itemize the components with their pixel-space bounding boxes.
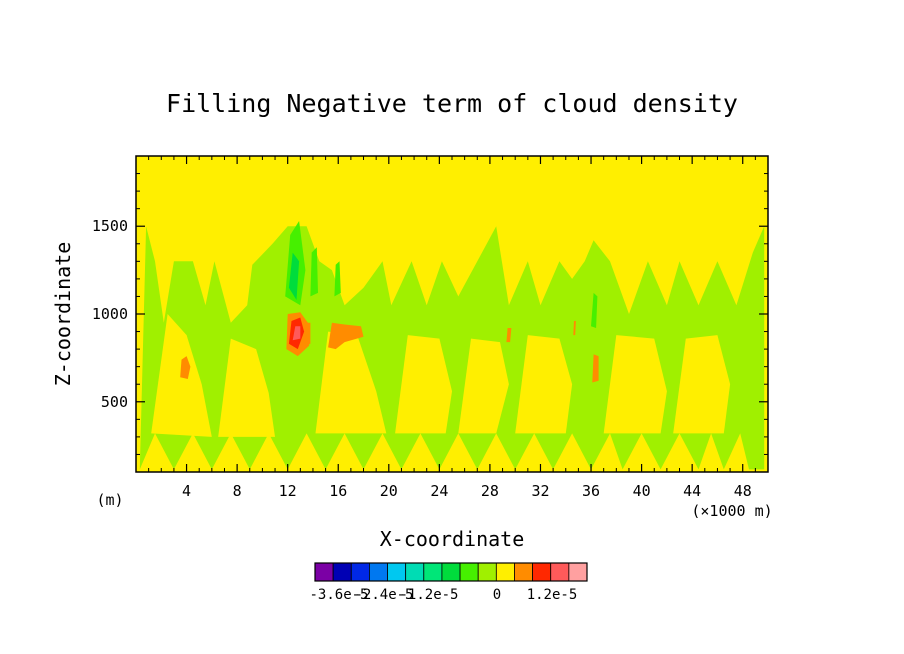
colorbar-swatch: [314, 562, 334, 582]
contour-region-19: [180, 356, 191, 379]
contour-region-18: [328, 322, 364, 350]
colorbar-swatch: [441, 562, 461, 582]
colorbar: -3.6e-5-2.4e-5-1.2e-5 0 1.2e-5: [309, 562, 588, 603]
x-tick-label: 24: [430, 482, 448, 500]
contour-region-10: [288, 252, 300, 300]
contour-region-12: [334, 261, 341, 297]
contour-region-11: [310, 247, 318, 297]
contour-region-6: [515, 335, 573, 434]
colorbar-label: 1.2e-5: [527, 587, 578, 603]
x-tick-label: 32: [531, 482, 549, 500]
x-unit-right: (×1000 m): [691, 502, 772, 520]
x-tick-label: 28: [481, 482, 499, 500]
contour-region-7: [603, 335, 667, 434]
colorbar-swatch: [332, 562, 352, 582]
x-tick-label: 40: [633, 482, 651, 500]
contour-region-13: [591, 292, 598, 328]
colorbar-label: -2.4e-5: [354, 587, 413, 603]
colorbar-label: -1.2e-5: [399, 587, 458, 603]
colorbar-swatch: [495, 562, 515, 582]
x-tick-label: 48: [734, 482, 752, 500]
colorbar-swatch: [350, 562, 370, 582]
colorbar-label: 0: [493, 587, 501, 603]
x-tick-label: 8: [233, 482, 242, 500]
contour-region-2: [218, 338, 275, 437]
contour-region-22: [573, 321, 576, 336]
contour-region-16: [292, 326, 301, 341]
contour-region-8: [673, 335, 731, 434]
x-tick-label: 20: [380, 482, 398, 500]
contour-region-3: [315, 331, 387, 434]
colorbar-swatch: [568, 562, 588, 582]
x-tick-label: 44: [683, 482, 701, 500]
y-tick-label: 500: [101, 393, 128, 411]
contour-region-20: [592, 354, 599, 383]
colorbar-label: -3.6e-5: [309, 587, 368, 603]
colorbar-swatch: [514, 562, 534, 582]
colorbar-swatch: [459, 562, 479, 582]
colorbar-swatch: [405, 562, 425, 582]
contour-region-17: [304, 322, 311, 346]
x-unit-left: (m): [96, 491, 123, 509]
x-tick-label: 36: [582, 482, 600, 500]
x-tick-label: 12: [279, 482, 297, 500]
x-tick-label: 4: [182, 482, 191, 500]
contour-region-5: [458, 338, 509, 434]
chart-title: Filling Negative term of cloud density: [166, 89, 738, 118]
contour-region-21: [506, 328, 512, 343]
colorbar-swatch: [550, 562, 570, 582]
colorbar-swatch: [532, 562, 552, 582]
colorbar-swatch: [368, 562, 388, 582]
x-axis-label: X-coordinate: [380, 527, 525, 551]
colorbar-swatch: [477, 562, 497, 582]
y-tick-label: 1000: [92, 305, 128, 323]
colorbar-swatch: [387, 562, 407, 582]
x-tick-label: 16: [329, 482, 347, 500]
y-axis-label: Z-coordinate: [51, 242, 75, 387]
colorbar-swatch: [423, 562, 443, 582]
y-tick-label: 1500: [92, 217, 128, 235]
contour-region-4: [395, 335, 452, 434]
